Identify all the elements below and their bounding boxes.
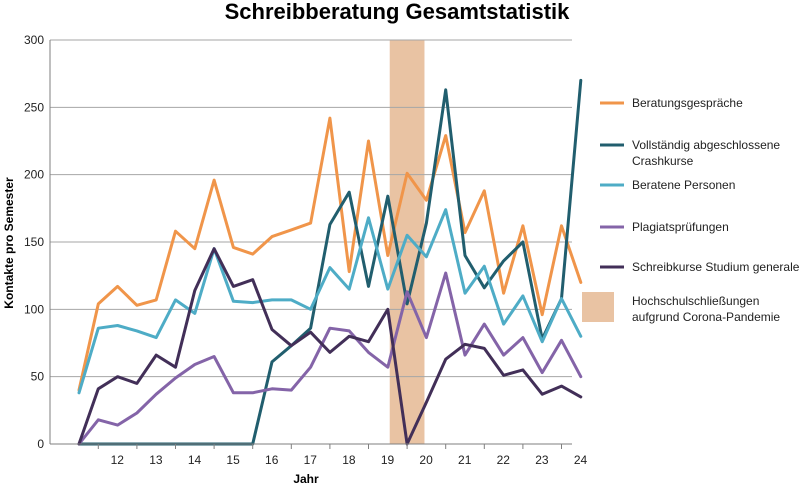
- x-tick-label: 22: [497, 453, 511, 467]
- y-tick-label: 200: [24, 168, 44, 182]
- x-tick-label: 21: [458, 453, 472, 467]
- y-tick-label: 50: [31, 370, 45, 384]
- x-tick-label: 19: [381, 453, 395, 467]
- x-tick-label: 18: [342, 453, 356, 467]
- series-line-3: [77, 208, 583, 395]
- series-line-1: [77, 116, 583, 392]
- legend: Beratungsgespräche Vollständig abgeschlos…: [582, 96, 800, 324]
- axis-layer: 0 50 100 150 200 250 300 12 13 14 15 16 17 18 19 20 21 22…: [24, 33, 588, 467]
- x-tick-label: 24: [574, 453, 588, 467]
- x-tick-label: 12: [111, 453, 125, 467]
- x-tick-label: 14: [188, 453, 202, 467]
- x-tick-label: 15: [226, 453, 240, 467]
- legend-label: Schreibkurse Studium generale: [632, 260, 800, 274]
- series-line-4: [77, 271, 583, 446]
- x-tick-label: 17: [304, 453, 318, 467]
- x-tick-label: 13: [149, 453, 163, 467]
- chart-title: Schreibberatung Gesamtstatistik: [225, 0, 571, 24]
- series-line-2: [77, 78, 583, 446]
- x-tick-label: 23: [535, 453, 549, 467]
- legend-band-swatch: [582, 292, 614, 322]
- y-tick-label: 250: [24, 100, 44, 114]
- legend-label: Beratene Personen: [632, 178, 735, 192]
- legend-label: Beratungsgespräche: [632, 96, 743, 110]
- y-tick-label: 100: [24, 302, 44, 316]
- y-tick-label: 300: [24, 33, 44, 47]
- y-tick-label: 150: [24, 235, 44, 249]
- series-line-5: [77, 247, 583, 446]
- x-tick-label: 20: [419, 453, 433, 467]
- x-axis-label: Jahr: [293, 472, 319, 486]
- legend-label: Vollständig abgeschlossene Crashkurse: [632, 138, 780, 168]
- x-tick-label: 16: [265, 453, 279, 467]
- legend-band-label: Hochschulschließungen aufgrund Corona-Pan…: [632, 294, 780, 324]
- legend-label: Plagiatsprüfungen: [632, 220, 729, 234]
- y-tick-label: 0: [37, 437, 44, 451]
- series-layer: [77, 78, 583, 446]
- y-axis-label: Kontakte pro Semester: [2, 177, 16, 309]
